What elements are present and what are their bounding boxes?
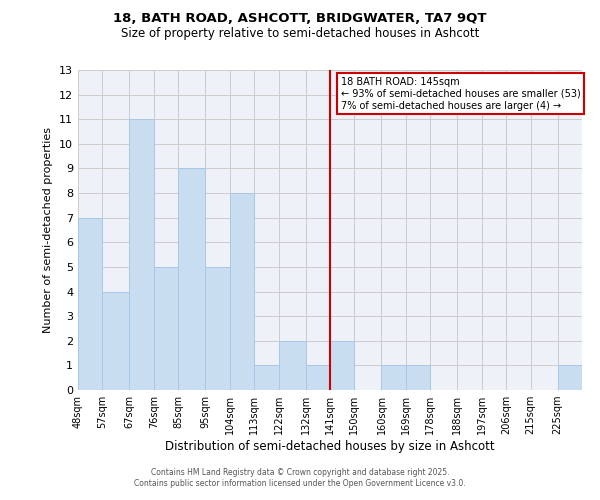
Bar — [382, 366, 406, 390]
Bar — [178, 168, 205, 390]
Bar — [230, 193, 254, 390]
X-axis label: Distribution of semi-detached houses by size in Ashcott: Distribution of semi-detached houses by … — [165, 440, 495, 453]
Bar — [305, 366, 330, 390]
Bar — [205, 267, 230, 390]
Bar — [254, 366, 278, 390]
Bar — [278, 341, 305, 390]
Text: Size of property relative to semi-detached houses in Ashcott: Size of property relative to semi-detach… — [121, 28, 479, 40]
Bar — [330, 341, 355, 390]
Bar — [130, 119, 154, 390]
Bar — [557, 366, 582, 390]
Bar — [103, 292, 130, 390]
Bar — [78, 218, 103, 390]
Text: 18 BATH ROAD: 145sqm
← 93% of semi-detached houses are smaller (53)
7% of semi-d: 18 BATH ROAD: 145sqm ← 93% of semi-detac… — [341, 78, 581, 110]
Y-axis label: Number of semi-detached properties: Number of semi-detached properties — [43, 127, 53, 333]
Bar — [154, 267, 178, 390]
Bar — [406, 366, 430, 390]
Text: 18, BATH ROAD, ASHCOTT, BRIDGWATER, TA7 9QT: 18, BATH ROAD, ASHCOTT, BRIDGWATER, TA7 … — [113, 12, 487, 26]
Text: Contains HM Land Registry data © Crown copyright and database right 2025.
Contai: Contains HM Land Registry data © Crown c… — [134, 468, 466, 487]
